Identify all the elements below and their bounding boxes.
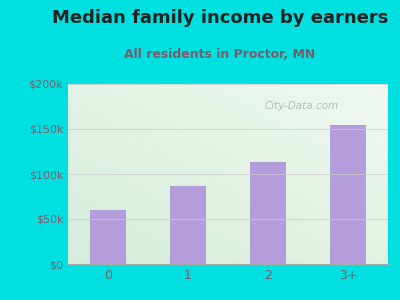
Text: All residents in Proctor, MN: All residents in Proctor, MN [124, 48, 316, 61]
Bar [90, 210, 126, 264]
Bar [330, 124, 366, 264]
Bar [170, 186, 206, 264]
Bar [250, 162, 286, 264]
Text: Median family income by earners: Median family income by earners [52, 9, 388, 27]
Text: City-Data.com: City-Data.com [264, 100, 339, 111]
